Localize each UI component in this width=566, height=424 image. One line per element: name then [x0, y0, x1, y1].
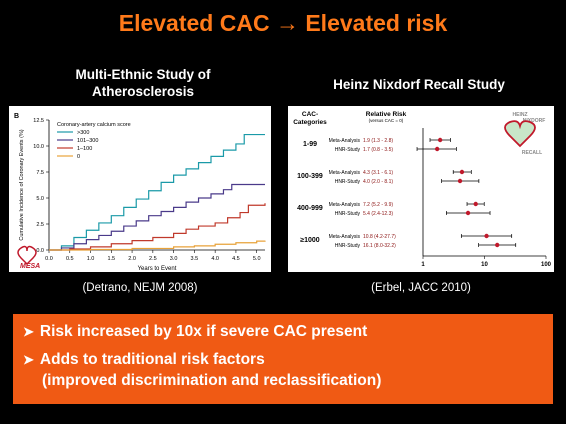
forest-tick-label: 1 — [421, 262, 425, 268]
forest-row-label: Meta-Analysis — [329, 170, 361, 176]
forest-x-title: Relative Risk — [470, 271, 520, 272]
hnr-citation: (Erbel, JACC 2010) — [371, 282, 471, 294]
y-axis-title: Cumulative Incidence of Coronary Events … — [19, 129, 25, 240]
legend-label: 1–100 — [77, 146, 92, 152]
series-line — [49, 133, 265, 251]
forest-category-label: 400-999 — [297, 205, 323, 212]
legend-label: 101–300 — [77, 138, 98, 144]
x-axis-title: Years to Event — [138, 266, 177, 272]
forest-row-label: Meta-Analysis — [329, 138, 361, 144]
y-tick-label: 10.0 — [33, 144, 44, 150]
mesa-heading: Multi-Ethnic Study of Atherosclerosis — [15, 66, 271, 100]
forest-point — [437, 137, 443, 143]
forest-point — [473, 201, 478, 207]
forest-row-label: Meta-Analysis — [329, 202, 361, 208]
mesa-chart-panel: B 0.0 2.5 5.0 7.5 10.0 12.5 0.0 0.5 1.0 1.5 2.0 2.5 3… — [9, 106, 271, 272]
forest-row-value: 1.7 (0.8 - 3.5) — [363, 147, 393, 153]
x-tick-label: 1.5 — [107, 256, 115, 262]
forest-row-value: 4.0 (2.0 - 8.1) — [363, 179, 393, 185]
mesa-incidence-chart: B 0.0 2.5 5.0 7.5 10.0 12.5 0.0 0.5 1.0 1.5 2.0 2.5 3… — [14, 113, 266, 272]
slide-title: Elevated CAC → Elevated risk — [118, 10, 448, 36]
forest-point — [465, 210, 471, 216]
forest-header-left-line1: CAC- — [302, 111, 318, 118]
forest-row-label: HNR-Study — [335, 243, 361, 249]
forest-row-value: 10.8 (4.2-27.7) — [363, 234, 396, 240]
mesa-heading-line2: Atherosclerosis — [91, 84, 195, 99]
forest-row-value: 16.1 (8.0-32.2) — [363, 243, 396, 249]
forest-point — [495, 242, 500, 248]
hnr-logo-line1: HEINZ — [513, 112, 528, 118]
y-tick-label: 2.5 — [36, 222, 44, 228]
forest-row-label: HNR-Study — [335, 211, 361, 217]
bullet-adds-text: Adds to traditional risk factors — [39, 351, 265, 368]
forest-row-value: 1.9 (1.3 - 2.8) — [363, 138, 393, 144]
y-tick-label: 0.0 — [36, 248, 44, 254]
forest-tick-label: 100 — [541, 262, 552, 268]
forest-category-label: 1-99 — [303, 141, 317, 148]
forest-header-mid: Relative Risk — [366, 111, 407, 118]
forest-row-value: 7.2 (5.2 - 9.9) — [363, 202, 393, 208]
y-tick-label: 5.0 — [36, 196, 44, 202]
hnr-heading: Heinz Nixdorf Recall Study — [333, 77, 505, 92]
forest-point — [434, 146, 440, 152]
x-tick-label: 1.0 — [87, 256, 95, 262]
legend-label: >300 — [77, 130, 89, 136]
forest-row-value: 5.4 (2.4-12.3) — [363, 211, 393, 217]
bullet-arrow-icon: ➤ — [23, 324, 34, 339]
x-tick-label: 0.5 — [66, 256, 74, 262]
forest-row-value: 4.3 (3.1 - 6.1) — [363, 170, 393, 176]
x-tick-label: 3.5 — [191, 256, 199, 262]
forest-point — [457, 178, 463, 184]
hnr-chart-panel: CAC- Categories Relative Risk (versus CAC =… — [288, 106, 554, 280]
mesa-heading-line1: Multi-Ethnic Study of — [75, 67, 211, 82]
legend-label: 0 — [77, 154, 80, 160]
mesa-logo-text: MESA — [20, 263, 40, 270]
forest-row-label: Meta-Analysis — [329, 234, 361, 240]
forest-point — [484, 233, 489, 239]
x-tick-label: 4.0 — [211, 256, 219, 262]
series-line — [49, 203, 266, 251]
bullet-adds: ➤ Adds to traditional risk factors — [23, 350, 265, 370]
x-tick-label: 0.0 — [45, 256, 53, 262]
mesa-heart-icon — [17, 245, 37, 266]
x-tick-label: 3.0 — [170, 256, 178, 262]
hnr-heart-icon — [504, 120, 536, 148]
bullet-risk-text: Risk increased by 10x if severe CAC pres… — [39, 323, 368, 340]
summary-box: ➤ Risk increased by 10x if severe CAC pre… — [13, 314, 553, 404]
forest-row-label: HNR-Study — [335, 179, 361, 185]
series-line — [49, 240, 266, 251]
y-tick-label: 12.5 — [33, 118, 44, 124]
forest-category-label: ≥1000 — [300, 237, 320, 244]
bullet-adds-continuation: (improved discrimination and reclassific… — [42, 372, 382, 389]
x-tick-label: 4.5 — [232, 256, 240, 262]
forest-category-label: 100-399 — [297, 173, 323, 180]
x-tick-label: 2.0 — [128, 256, 136, 262]
legend-title: Coronary-artery calcium score — [57, 122, 131, 128]
forest-row-label: HNR-Study — [335, 147, 361, 153]
mesa-citation: (Detrano, NEJM 2008) — [82, 282, 198, 294]
hnr-logo-line2: NIXDORF — [523, 118, 546, 124]
forest-header-mid-sub: (versus CAC = 0) — [369, 118, 404, 123]
forest-point — [459, 169, 465, 175]
bullet-risk: ➤ Risk increased by 10x if severe CAC pre… — [23, 322, 367, 342]
panel-letter: B — [14, 113, 19, 120]
forest-tick-label: 10 — [481, 262, 488, 268]
forest-header-left-line2: Categories — [293, 119, 327, 126]
bullet-arrow-icon: ➤ — [23, 352, 34, 367]
series-line — [49, 183, 265, 251]
y-tick-label: 7.5 — [36, 170, 44, 176]
x-tick-label: 2.5 — [149, 256, 157, 262]
hnr-logo-line3: RECALL — [522, 150, 542, 156]
x-tick-label: 5.0 — [253, 256, 261, 262]
